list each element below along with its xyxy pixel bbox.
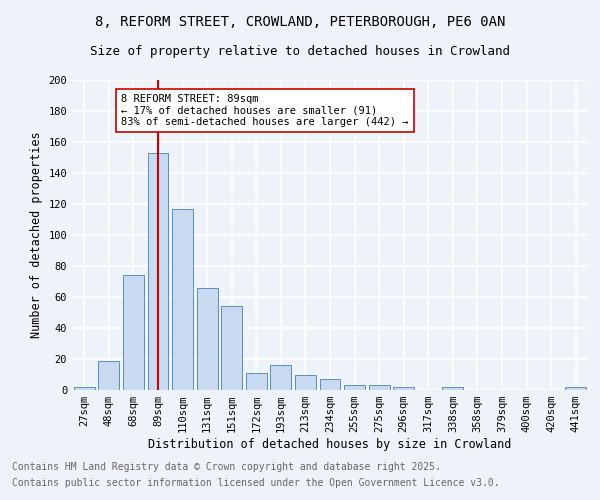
Bar [172,208,193,390]
Bar [98,360,119,390]
Bar [246,373,267,390]
Bar [393,387,414,390]
Text: Contains HM Land Registry data © Crown copyright and database right 2025.: Contains HM Land Registry data © Crown c… [12,462,441,472]
Bar [442,387,463,390]
Bar [344,386,365,390]
Text: 8 REFORM STREET: 89sqm
← 17% of detached houses are smaller (91)
83% of semi-det: 8 REFORM STREET: 89sqm ← 17% of detached… [121,94,409,127]
Bar [320,379,340,390]
Bar [74,387,95,390]
Bar [295,374,316,390]
X-axis label: Distribution of detached houses by size in Crowland: Distribution of detached houses by size … [148,438,512,451]
Text: 8, REFORM STREET, CROWLAND, PETERBOROUGH, PE6 0AN: 8, REFORM STREET, CROWLAND, PETERBOROUGH… [95,15,505,29]
Bar [148,153,169,390]
Bar [221,306,242,390]
Bar [271,365,292,390]
Text: Size of property relative to detached houses in Crowland: Size of property relative to detached ho… [90,45,510,58]
Bar [123,276,144,390]
Bar [368,386,389,390]
Y-axis label: Number of detached properties: Number of detached properties [30,132,43,338]
Bar [197,288,218,390]
Text: Contains public sector information licensed under the Open Government Licence v3: Contains public sector information licen… [12,478,500,488]
Bar [565,387,586,390]
